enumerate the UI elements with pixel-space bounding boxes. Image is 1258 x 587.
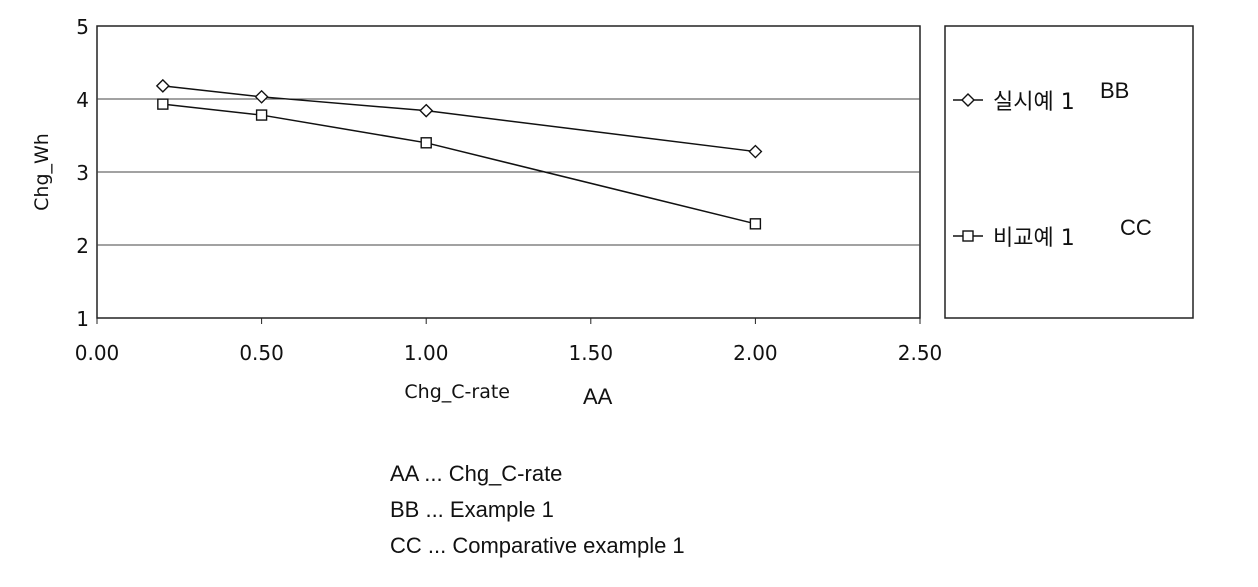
y-axis-ticks: 1 2 3 4 5 [76, 15, 89, 331]
legend-code: BB [1100, 78, 1129, 103]
legend-label: 비교예 1 [993, 226, 1075, 251]
data-point-diamond [155, 78, 170, 93]
x-axis-code: AA [583, 384, 613, 409]
note-aa: AA ... Chg_C-rate [390, 461, 563, 486]
legend-marker-square [962, 230, 974, 242]
legend-label: 실시예 1 [993, 90, 1075, 115]
x-axis-ticks: 0.00 0.50 1.00 1.50 2.00 2.50 [75, 318, 943, 365]
x-tick-label: 2.00 [733, 341, 778, 365]
line-chart: 1 2 3 4 5 0.00 0.50 1.00 1.50 2.00 2.50 Chg_Wh Ch… [31, 15, 1194, 409]
y-tick-label: 2 [76, 234, 89, 258]
x-tick-label: 2.50 [898, 341, 943, 365]
x-tick-label: 0.50 [239, 341, 284, 365]
y-tick-label: 4 [76, 88, 89, 112]
data-point-square [420, 137, 432, 149]
x-tick-label: 1.50 [569, 341, 614, 365]
data-point-diamond [254, 89, 269, 104]
note-cc: CC ... Comparative example 1 [390, 533, 685, 558]
series-layer [155, 78, 763, 230]
y-tick-label: 3 [76, 161, 89, 185]
legend-code: CC [1120, 215, 1152, 240]
data-point-diamond [419, 103, 434, 118]
x-tick-label: 0.00 [75, 341, 120, 365]
legend: 실시예 1 BB 비교예 1 CC [953, 78, 1152, 251]
data-point-square [749, 218, 762, 230]
data-point-square [157, 98, 169, 110]
y-tick-label: 1 [76, 307, 89, 331]
series-line-1 [162, 85, 756, 153]
x-axis-title: Chg_C-rate [404, 381, 510, 403]
note-bb: BB ... Example 1 [390, 497, 554, 522]
legend-box [944, 25, 1194, 319]
legend-marker-diamond [961, 93, 975, 107]
data-point-square [255, 109, 268, 121]
gridlines [97, 98, 920, 246]
series-line-2 [162, 103, 756, 225]
y-axis-title: Chg_Wh [31, 133, 53, 211]
x-tick-label: 1.00 [404, 341, 449, 365]
y-tick-label: 5 [76, 15, 89, 39]
data-point-diamond [748, 144, 763, 159]
